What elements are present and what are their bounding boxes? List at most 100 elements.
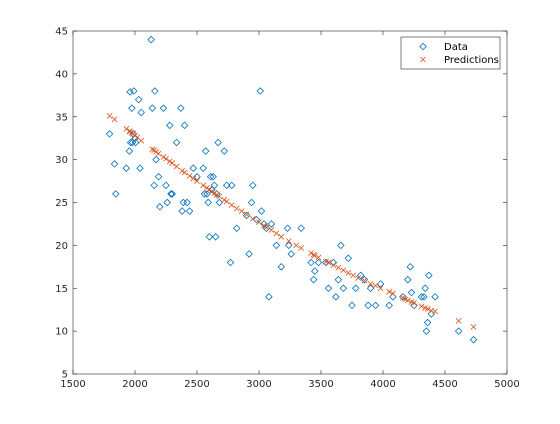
data-point — [283, 224, 292, 232]
data-point — [332, 293, 340, 301]
prediction-stroke — [216, 193, 223, 200]
data-point — [242, 211, 251, 220]
y-tick-label: 30 — [55, 155, 68, 166]
data-point — [410, 301, 418, 310]
prediction-stroke — [173, 163, 180, 170]
data-point — [252, 215, 261, 224]
data-point — [421, 284, 429, 293]
prediction-point — [470, 323, 477, 330]
prediction-point — [228, 202, 235, 208]
data-point — [205, 233, 214, 241]
data-point — [423, 318, 432, 327]
prediction-point — [261, 222, 267, 229]
data-point — [204, 198, 212, 207]
y-tick-label: 25 — [55, 198, 68, 209]
prediction-stroke — [153, 149, 159, 155]
prediction-point — [233, 205, 240, 212]
prediction-point — [208, 188, 215, 195]
y-tick-label: 45 — [55, 27, 68, 38]
prediction-stroke — [238, 208, 245, 214]
data-point — [163, 198, 172, 207]
prediction-point — [315, 254, 322, 261]
data-point — [136, 164, 144, 172]
prediction-point — [221, 197, 228, 203]
data-point — [407, 288, 416, 297]
prediction-stroke — [315, 254, 322, 261]
x-tick-label: 5000 — [494, 379, 519, 390]
prediction-stroke — [211, 190, 218, 196]
prediction-point — [330, 262, 337, 268]
data-point — [177, 104, 185, 112]
prediction-stroke — [399, 294, 406, 301]
data-point — [178, 207, 186, 215]
prediction-point — [278, 233, 285, 240]
data-point — [156, 203, 164, 211]
data-point — [417, 293, 426, 301]
data-point — [165, 121, 174, 130]
prediction-point — [166, 158, 173, 165]
data-point — [329, 258, 338, 267]
data-point — [454, 327, 463, 335]
data-point — [404, 275, 412, 284]
data-point — [147, 35, 155, 44]
data-point — [351, 284, 360, 293]
data-point — [206, 173, 215, 181]
data-point — [129, 87, 138, 95]
prediction-point — [206, 186, 213, 193]
prediction-point — [153, 149, 159, 155]
prediction-point — [411, 299, 417, 306]
prediction-stroke — [155, 150, 162, 157]
x-tick-label: 2000 — [122, 379, 147, 390]
data-point — [307, 258, 315, 267]
prediction-point — [273, 230, 280, 237]
prediction-stroke — [298, 245, 305, 251]
x-tick-label: 4500 — [432, 379, 457, 390]
prediction-point — [361, 277, 368, 284]
y-tick-label: 40 — [55, 69, 68, 80]
prediction-point — [377, 285, 384, 292]
prediction-point — [179, 167, 186, 174]
prediction-point — [386, 288, 393, 295]
data-point — [337, 241, 345, 250]
prediction-point — [173, 163, 180, 170]
prediction-stroke — [386, 288, 393, 295]
data-point — [385, 301, 393, 310]
y-tick-label: 35 — [55, 112, 68, 123]
legend-label-predictions: Predictions — [444, 55, 499, 66]
prediction-stroke — [422, 305, 429, 311]
prediction-stroke — [149, 146, 156, 153]
prediction-point — [163, 155, 169, 162]
data-point — [324, 284, 333, 293]
data-point — [214, 138, 222, 147]
prediction-point — [335, 264, 342, 271]
prediction-stroke — [367, 281, 374, 287]
prediction-stroke — [186, 173, 193, 179]
prediction-stroke — [249, 215, 256, 222]
data-point — [265, 293, 273, 301]
x-tick-label: 1500 — [60, 379, 85, 390]
data-point — [406, 263, 415, 271]
prediction-point — [298, 245, 305, 251]
data-point — [148, 104, 157, 112]
data-point — [339, 284, 348, 293]
x-tick-label: 2500 — [184, 379, 209, 390]
data-point — [110, 160, 119, 168]
data-point — [189, 164, 198, 172]
prediction-point — [216, 193, 223, 200]
x-tick-label: 3000 — [246, 379, 271, 390]
prediction-stroke — [233, 205, 240, 212]
prediction-point — [293, 242, 300, 249]
data-point — [469, 335, 478, 344]
data-point — [162, 181, 170, 190]
prediction-point — [285, 238, 292, 244]
prediction-point — [311, 252, 318, 259]
data-point — [226, 258, 235, 267]
prediction-stroke — [372, 282, 379, 289]
prediction-stroke — [132, 132, 138, 139]
data-point — [134, 95, 143, 104]
data-point — [183, 198, 191, 207]
data-point — [356, 271, 365, 280]
data-point — [245, 250, 253, 258]
prediction-point — [390, 290, 396, 297]
